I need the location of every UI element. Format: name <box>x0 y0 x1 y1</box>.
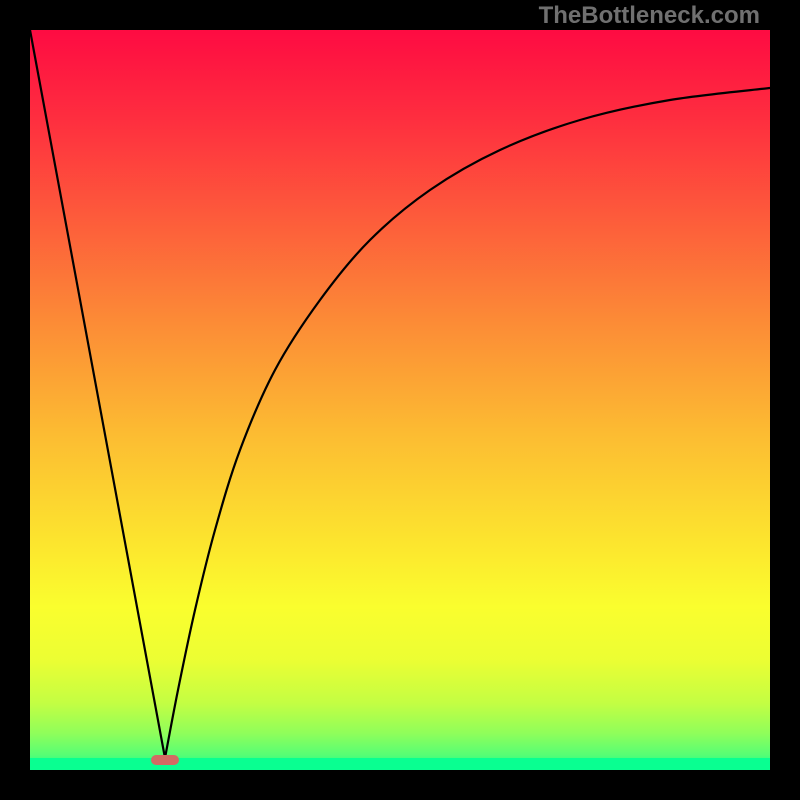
border-bottom <box>0 770 800 800</box>
border-left <box>0 0 30 800</box>
chart-frame: TheBottleneck.com <box>0 0 800 800</box>
watermark-text: TheBottleneck.com <box>539 2 760 30</box>
border-right <box>770 0 800 800</box>
gradient-background <box>30 30 770 770</box>
chart-svg <box>0 0 800 800</box>
minimum-marker <box>151 755 179 765</box>
green-bottom-strip <box>30 758 770 770</box>
